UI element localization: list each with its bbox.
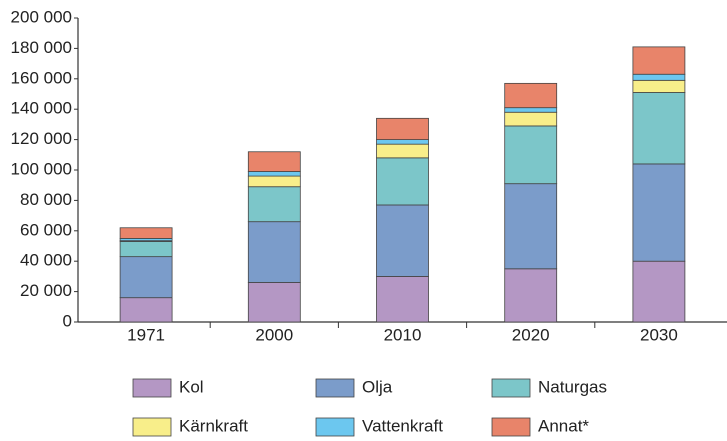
bar-segment (504, 111, 558, 127)
legend-swatch (132, 378, 172, 398)
bar-segment (119, 241, 173, 258)
bar-segment (504, 107, 558, 113)
x-tick-label: 1971 (127, 325, 165, 344)
bar-segment (247, 282, 301, 323)
bar-segment (376, 117, 429, 141)
bar-segment (119, 256, 173, 299)
bar-segment (119, 227, 173, 239)
bar-segment (247, 186, 301, 223)
bar-segment (119, 297, 173, 323)
bar-segment (376, 143, 429, 159)
y-tick-label: 40 000 (20, 251, 72, 270)
bar-segment (504, 268, 558, 323)
bar-segment (632, 92, 686, 165)
y-tick-label: 180 000 (11, 38, 72, 57)
x-tick-label: 2030 (640, 325, 678, 344)
bar-segment (247, 151, 301, 172)
legend-label: Kärnkraft (179, 416, 248, 435)
legend-label: Kol (179, 377, 204, 396)
y-tick-label: 200 000 (11, 7, 72, 26)
bar-segment (376, 139, 429, 145)
y-tick-label: 60 000 (20, 220, 72, 239)
legend-swatch (491, 378, 531, 398)
bar-segment (632, 260, 686, 323)
bar-segment (247, 175, 301, 188)
bar-segment (632, 163, 686, 262)
x-tick-label: 2010 (384, 325, 422, 344)
x-tick-label: 2020 (512, 325, 550, 344)
bar-segment (504, 183, 558, 270)
legend-label: Olja (362, 377, 393, 396)
y-tick-label: 0 (63, 311, 72, 330)
bar-segment (632, 46, 686, 75)
legend-swatch (132, 417, 172, 437)
bar-segment (376, 157, 429, 206)
legend-label: Annat* (538, 416, 589, 435)
bar-segment (632, 79, 686, 93)
bar-segment (504, 125, 558, 185)
bar-segment (376, 204, 429, 277)
legend-swatch (315, 378, 355, 398)
y-tick-label: 120 000 (11, 129, 72, 148)
legend-label: Vattenkraft (362, 416, 443, 435)
bar-segment (632, 73, 686, 81)
bar-segment (376, 275, 429, 323)
bar-segment (247, 221, 301, 283)
y-tick-label: 160 000 (11, 68, 72, 87)
bar-segment (247, 171, 301, 177)
legend-swatch (491, 417, 531, 437)
y-tick-label: 100 000 (11, 159, 72, 178)
y-tick-label: 80 000 (20, 190, 72, 209)
y-tick-label: 140 000 (11, 99, 72, 118)
y-tick-label: 20 000 (20, 281, 72, 300)
x-tick-label: 2000 (255, 325, 293, 344)
legend-label: Naturgas (538, 377, 607, 396)
bar-segment (504, 82, 558, 109)
legend-swatch (315, 417, 355, 437)
